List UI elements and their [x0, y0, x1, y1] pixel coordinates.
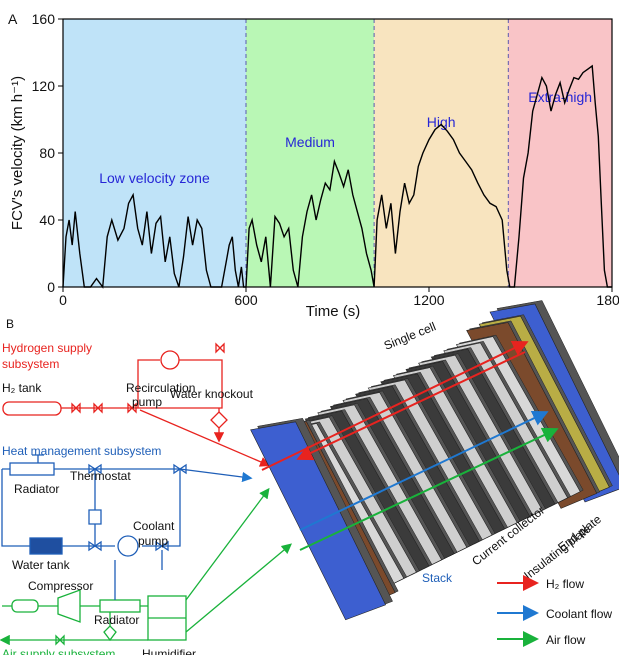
panel-label: A — [8, 11, 18, 27]
component-label: Humidifier — [142, 647, 196, 655]
legend-label: Air flow — [546, 633, 586, 647]
zone — [508, 19, 612, 287]
stack-label: Stack — [422, 571, 453, 585]
zone — [63, 19, 246, 287]
panel-label: B — [6, 317, 14, 331]
component-label: Compressor — [28, 579, 93, 593]
zone-label: Extra-high — [528, 89, 592, 105]
component-label: Water tank — [12, 558, 71, 572]
component-label: Thermostat — [70, 469, 131, 483]
legend: H₂ flow Coolant flow Air flow — [497, 575, 612, 647]
component-label: pump — [138, 534, 168, 548]
x-tick-label: 0 — [59, 292, 67, 308]
flow-arrows — [261, 341, 559, 551]
zone-label: Medium — [285, 134, 335, 150]
subsystem-title: Air supply subsystem — [2, 647, 115, 655]
component-label: Radiator — [94, 613, 139, 627]
coolant-lines — [114, 550, 163, 600]
velocity-line — [62, 64, 612, 289]
component-label: Recirculation — [126, 381, 195, 395]
component-label: Radiator — [14, 482, 59, 496]
y-tick-label: 80 — [39, 145, 55, 161]
component-label: pump — [132, 395, 162, 409]
y-tick-label: 160 — [32, 11, 56, 27]
x-tick-label: 1800 — [596, 292, 619, 308]
x-tick-label: 1200 — [413, 292, 444, 308]
chart-a: A Time (s) FCV's velocity (km h⁻¹) Low v… — [8, 11, 619, 320]
subsystem-title: Heat management subsystem — [2, 444, 161, 458]
zone-label: High — [427, 114, 456, 130]
component-label: Coolant — [133, 519, 175, 533]
air-lines — [0, 487, 292, 646]
component-label: Water knockout — [170, 387, 254, 401]
coolant-lines — [1, 454, 250, 557]
y-axis-label: FCV's velocity (km h⁻¹) — [9, 76, 26, 230]
subsystem-title: Hydrogen supply — [2, 341, 92, 355]
x-tick-label: 600 — [234, 292, 258, 308]
y-tick-label: 40 — [39, 212, 55, 228]
x-axis-label: Time (s) — [306, 303, 360, 320]
component-label: End plate — [555, 512, 604, 554]
y-tick-label: 120 — [32, 78, 56, 94]
component-label: H₂ tank — [2, 381, 42, 395]
zone-label: Low velocity zone — [99, 170, 210, 186]
component-label: Single cell — [382, 319, 438, 352]
legend-label: Coolant flow — [546, 607, 612, 621]
diagram-b: B Hydrogen supply subsystem H₂ tank Reci… — [0, 300, 619, 655]
subsystem-title: subsystem — [2, 357, 59, 371]
zone — [246, 19, 375, 287]
hydrogen-lines — [2, 342, 271, 467]
legend-label: H₂ flow — [546, 577, 584, 591]
y-tick-label: 0 — [47, 279, 55, 295]
